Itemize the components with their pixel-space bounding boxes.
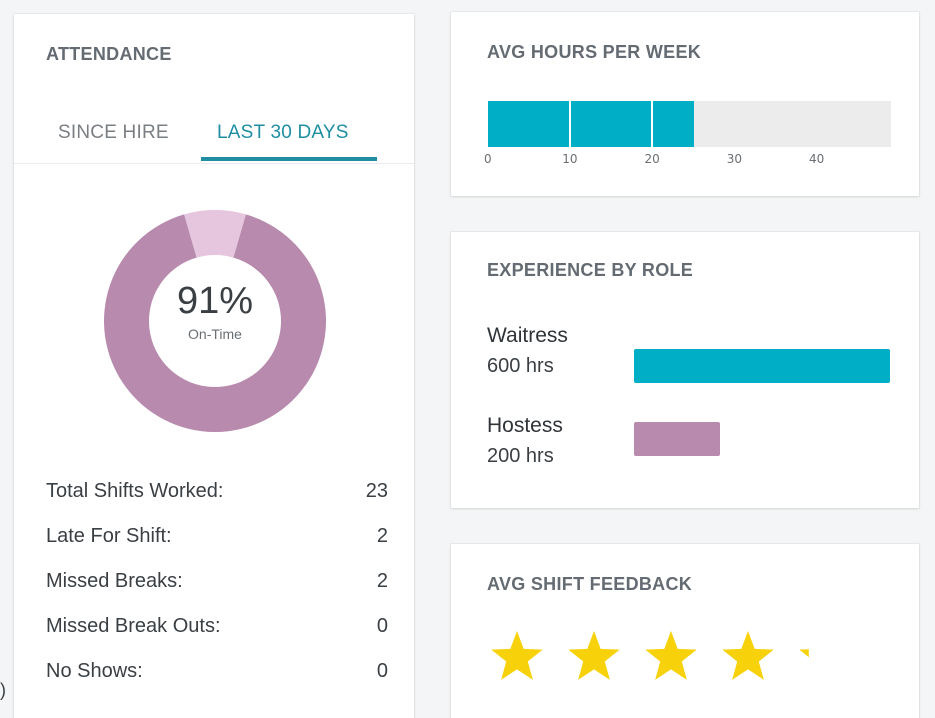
avg-hours-gridline — [569, 101, 571, 147]
stat-row-missed-break-outs: Missed Break Outs: 0 — [46, 615, 388, 660]
stat-label: No Shows: — [46, 660, 143, 682]
axis-tick-label: 0 — [484, 152, 492, 166]
avg-hours-bar-track — [488, 101, 891, 147]
role-name-hostess: Hostess — [487, 414, 563, 437]
feedback-title: AVG SHIFT FEEDBACK — [487, 574, 693, 594]
avg-hours-card: AVG HOURS PER WEEK 0 10 20 30 40 — [451, 12, 919, 196]
star-rating — [491, 631, 809, 680]
stat-row-missed-breaks: Missed Breaks: 2 — [46, 570, 388, 615]
stat-label: Late For Shift: — [46, 525, 172, 547]
stat-value: 0 — [376, 615, 388, 637]
attendance-tabs: SINCE HIRE LAST 30 DAYS — [14, 114, 414, 164]
axis-tick-label: 20 — [644, 152, 660, 166]
stat-row-total-shifts: Total Shifts Worked: 23 — [46, 480, 388, 525]
experience-by-role-card: EXPERIENCE BY ROLE Waitress 600 hrs Host… — [451, 232, 919, 508]
active-tab-indicator — [201, 157, 377, 161]
role-bar-hostess — [634, 422, 720, 456]
tab-since-hire[interactable]: SINCE HIRE — [58, 122, 169, 143]
donut-segment-late — [184, 210, 246, 258]
avg-hours-bar-fill — [488, 101, 694, 147]
stat-row-late-for-shift: Late For Shift: 2 — [46, 525, 388, 570]
role-bar-waitress — [634, 349, 890, 383]
stat-value: 2 — [376, 525, 388, 547]
on-time-sublabel: On-Time — [188, 326, 242, 342]
role-hours-hostess: 200 hrs — [487, 445, 554, 467]
edge-glyph: ) — [0, 680, 6, 700]
star-icon — [568, 631, 620, 680]
tab-last-30-days[interactable]: LAST 30 DAYS — [217, 122, 349, 143]
experience-title: EXPERIENCE BY ROLE — [487, 260, 694, 280]
axis-tick-label: 40 — [808, 152, 825, 166]
stat-value: 2 — [376, 570, 388, 592]
role-hours-waitress: 600 hrs — [487, 355, 554, 377]
donut-center-label: 91% On-Time — [150, 282, 280, 342]
stat-label: Missed Break Outs: — [46, 615, 221, 637]
on-time-donut-chart — [104, 210, 326, 432]
stat-label: Missed Breaks: — [46, 570, 183, 592]
avg-hours-title: AVG HOURS PER WEEK — [487, 42, 702, 62]
avg-shift-feedback-card: AVG SHIFT FEEDBACK — [451, 544, 919, 718]
stat-value: 23 — [365, 480, 388, 502]
attendance-title: ATTENDANCE — [46, 44, 172, 64]
donut-segment-on-time — [104, 214, 326, 432]
star-icon — [722, 631, 774, 680]
on-time-percent: 91% — [176, 280, 254, 322]
axis-tick-label: 30 — [726, 152, 743, 166]
star-icon — [645, 631, 697, 680]
role-name-waitress: Waitress — [487, 324, 568, 347]
avg-hours-axis: 0 10 20 30 40 — [484, 152, 908, 168]
attendance-stats: Total Shifts Worked: 23 Late For Shift: … — [46, 480, 388, 705]
attendance-card: ATTENDANCE SINCE HIRE LAST 30 DAYS 91% O… — [14, 14, 414, 718]
stat-label: Total Shifts Worked: — [46, 480, 224, 502]
avg-hours-gridline — [651, 101, 653, 147]
axis-tick-label: 10 — [562, 152, 578, 166]
stat-row-no-shows: No Shows: 0 — [46, 660, 388, 705]
star-icon — [799, 649, 809, 658]
star-icon — [491, 631, 543, 680]
stat-value: 0 — [376, 660, 388, 682]
